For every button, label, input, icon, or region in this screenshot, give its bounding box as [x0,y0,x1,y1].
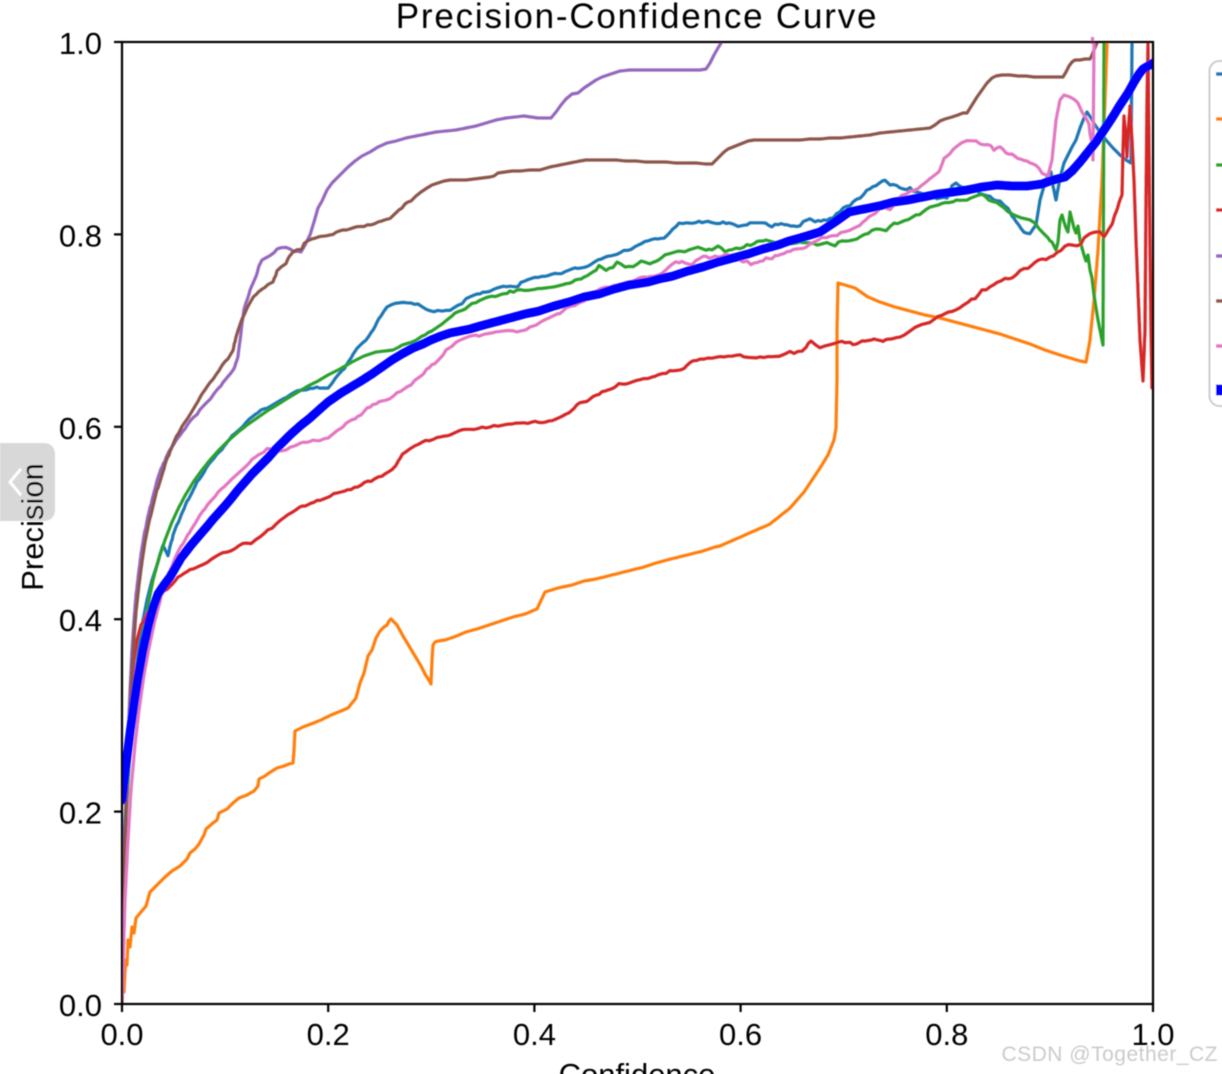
svg-text:1.0: 1.0 [1131,1017,1174,1052]
svg-text:0.4: 0.4 [513,1017,556,1052]
svg-text:CSDN @Together_CZ: CSDN @Together_CZ [1001,1043,1218,1066]
svg-text:0.0: 0.0 [59,988,102,1023]
svg-text:0.0: 0.0 [100,1017,143,1052]
svg-text:0.2: 0.2 [59,796,102,831]
svg-text:1.0: 1.0 [59,26,102,61]
svg-text:0.8: 0.8 [925,1017,968,1052]
svg-text:Confidence: Confidence [559,1057,716,1074]
svg-text:Precision: Precision [15,463,50,591]
svg-text:0.6: 0.6 [59,411,102,446]
svg-text:0.6: 0.6 [719,1017,762,1052]
svg-text:0.8: 0.8 [59,218,102,253]
svg-text:0.2: 0.2 [307,1017,350,1052]
svg-text:0.4: 0.4 [59,603,102,638]
svg-text:Precision-Confidence Curve: Precision-Confidence Curve [396,0,879,36]
